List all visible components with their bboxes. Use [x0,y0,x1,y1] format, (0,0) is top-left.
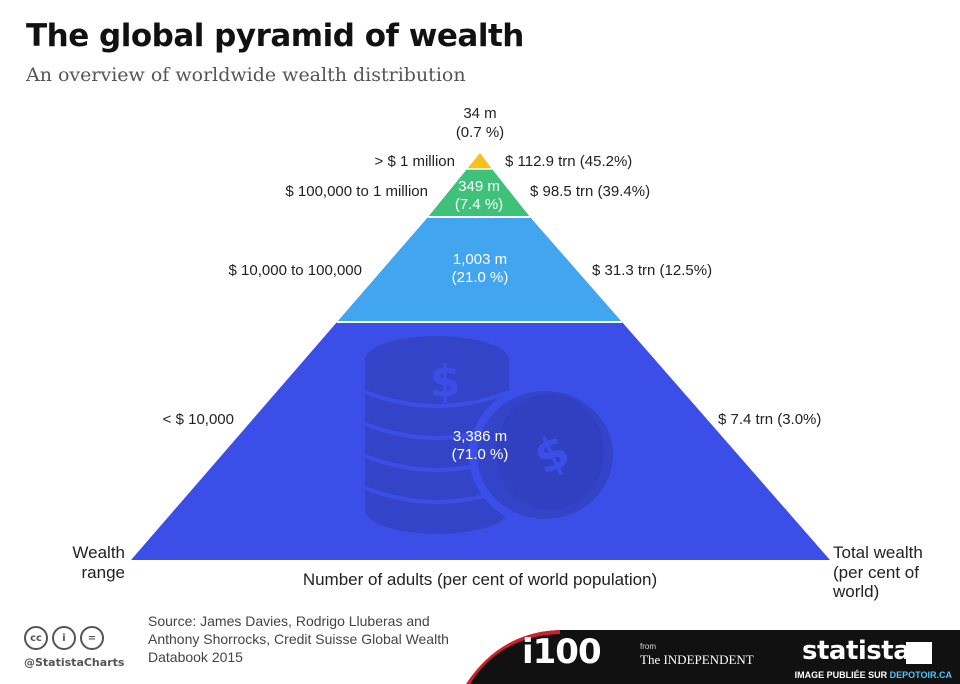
source-note: Source: James Davies, Rodrigo Lluberas a… [148,613,449,665]
watermark-site: DEPOTOIR.CA [889,670,952,680]
tier-adults-pct-label: (7.4 %) [455,196,503,213]
total-wealth-label: $ 98.5 trn (39.4%) [530,183,650,200]
right-axis-label-line1: Total wealth [833,543,923,562]
chart-title: The global pyramid of wealth [26,18,524,54]
no-derivatives-icon: = [80,626,104,650]
chart-subtitle: An overview of worldwide wealth distribu… [26,64,466,86]
tier-adults-label: 349 m [458,178,500,195]
right-axis-label-line3: world) [832,582,879,601]
total-wealth-label: $ 112.9 trn (45.2%) [505,153,632,170]
i100-logo[interactable]: i100 [522,632,602,672]
tier-adults-label: 1,003 m [453,251,507,268]
tier-adults-label: 34 m [463,105,496,122]
wealth-range-label: < $ 10,000 [163,411,234,428]
tier-adults-pct-label: (71.0 %) [452,446,509,463]
statista-handle: @StatistaCharts [24,656,125,669]
wealth-range-label: > $ 1 million [375,153,455,170]
right-axis-label-line2: (per cent of [833,563,919,582]
watermark-prefix: IMAGE PUBLIÉE SUR [794,670,888,680]
watermark: IMAGE PUBLIÉE SUR DEPOTOIR.CA [795,670,952,680]
bottom-axis-label: Number of adults (per cent of world popu… [303,570,657,589]
cc-icon: cc [24,626,48,650]
partner-from-label: from [640,642,656,651]
tier-shape-100000-to-1million [428,169,530,217]
wealth-range-label: $ 10,000 to 100,000 [229,262,362,279]
svg-text:$: $ [430,356,461,407]
tier-shape-over-1million [467,153,492,169]
footer-band [466,630,960,684]
left-axis-label-line1: Wealth [72,543,125,562]
pyramid-chart: $ $ 34 m (0.7 %) > $ 1 million $ 100,000… [72,105,923,601]
wealth-range-label: $ 100,000 to 1 million [285,183,428,200]
tier-adults-label: 3,386 m [453,428,507,445]
license-icons: cc i = [24,626,104,650]
left-axis-label-line2: range [82,563,125,582]
tier-adults-pct-label: (0.7 %) [456,124,504,141]
tier-shape-10000-to-100000 [337,217,622,322]
total-wealth-label: $ 31.3 trn (12.5%) [592,262,712,279]
independent-logo[interactable]: The INDEPENDENT [640,652,754,667]
statista-mark-icon [906,642,932,664]
coins-dollar-icon: $ $ [364,336,621,534]
attribution-icon: i [52,626,76,650]
statista-logo[interactable]: statista [802,636,911,666]
total-wealth-label: $ 7.4 trn (3.0%) [718,411,821,428]
tier-adults-pct-label: (21.0 %) [452,269,509,286]
